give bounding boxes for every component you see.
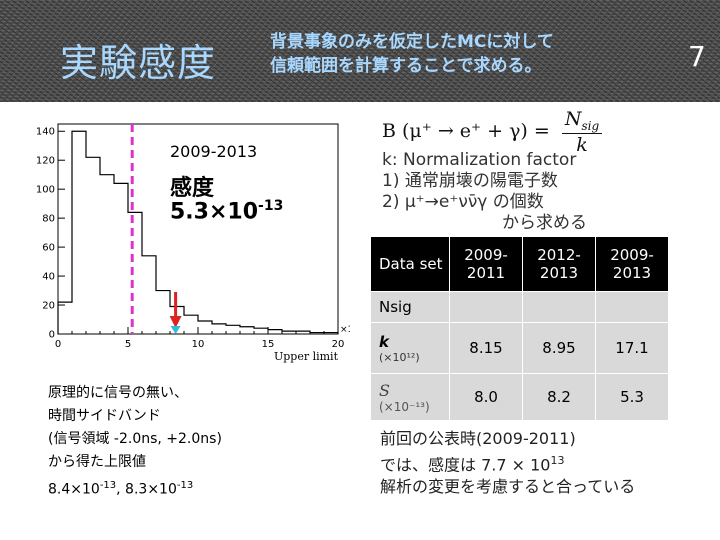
table-row-k: k (×10¹²) 8.15 8.95 17.1 [370, 322, 669, 374]
k-note-line-2: 1) 通常崩壊の陽電子数 [382, 171, 558, 191]
k-label-cell: k (×10¹²) [370, 322, 450, 374]
s-value: 8.2 [522, 373, 596, 421]
page-subtitle: 背景事象のみを仮定したMCに対して 信頼範囲を計算することで求める。 [270, 30, 554, 78]
k-unit: (×10¹²) [379, 350, 420, 364]
y-tick-label: 120 [36, 156, 55, 167]
k-value: 8.15 [449, 322, 523, 374]
header-2012-2013: 2012-2013 [522, 236, 596, 292]
subtitle-line-1: 背景事象のみを仮定したMCに対して [270, 32, 554, 52]
sideband-line-5: 8.4×10-13, 8.3×10-13 [48, 480, 194, 498]
previous-line-1: 前回の公表時(2009-2011) [380, 429, 576, 448]
nsig-label: Nsig [370, 291, 450, 323]
s-label-cell: S (×10⁻¹³) [370, 373, 450, 421]
sensitivity-exponent: -13 [258, 198, 284, 214]
histogram-series [57, 130, 339, 334]
y-tick-label: 140 [36, 127, 55, 138]
normalization-note: k: Normalization factor 1) 通常崩壊の陽電子数 2) … [382, 150, 587, 234]
sideband-arrow-head [169, 316, 182, 328]
x-tick-label: 15 [262, 339, 275, 350]
x-tick-label: 20 [332, 339, 345, 350]
k-value: 17.1 [595, 322, 669, 374]
s-value: 5.3 [595, 373, 669, 421]
previous-result-note: 前回の公表時(2009-2011) では、感度は 7.7 × 1013 解析の変… [380, 428, 635, 498]
sensitivity-value: 5.3×10-13 [170, 198, 283, 224]
formula-numerator: Nsig [561, 108, 603, 134]
y-tick-label: 100 [36, 185, 55, 196]
k-note-line-4: から求める [502, 213, 587, 233]
page-title: 実験感度 [60, 41, 217, 85]
plot-frame [57, 123, 339, 335]
previous-line-3: 解析の変更を考慮すると合っている [380, 477, 636, 497]
sideband-marker [170, 326, 181, 334]
table-header-row: Data set 2009-2011 2012-2013 2009-2013 [370, 236, 669, 292]
header-data-set: Data set [370, 236, 450, 292]
sideband-line-1: 原理的に信号の無い、 [48, 385, 188, 401]
sensitivity-label: 感度 [170, 176, 215, 201]
x-scale-label: ×10 [340, 325, 350, 335]
sideband-line-3: (信号領域 -2.0ns, +2.0ns) [48, 431, 222, 447]
branching-ratio-formula: B (μ⁺ → e⁺ + γ) = Nsig k [382, 108, 603, 156]
sideband-note: 原理的に信号の無い、 時間サイドバンド (信号領域 -2.0ns, +2.0ns… [48, 382, 222, 502]
upper-limit-histogram: 0 5 10 15 20 0 20 40 60 80 100 120 140 Upper limit ×10… [36, 123, 350, 363]
sideband-line-2: 時間サイドバンド [48, 408, 161, 424]
y-tick-label: 60 [42, 243, 55, 254]
header-2009-2011: 2009-2011 [449, 236, 523, 292]
data-period: 2009-2013 [170, 142, 258, 161]
nsig-cell [522, 291, 596, 323]
nsig-cell [449, 291, 523, 323]
s-value: 8.0 [449, 373, 523, 421]
x-tick-label: 0 [55, 339, 61, 350]
s-unit: (×10⁻¹³) [379, 399, 430, 414]
nsig-cell [595, 291, 669, 323]
formula-denominator: k [576, 133, 588, 156]
table-row-nsig: Nsig [370, 291, 669, 323]
y-tick-label: 20 [42, 301, 55, 312]
formula-lhs: B (μ⁺ → e⁺ + γ) = [382, 119, 550, 142]
k-note-line-1: k: Normalization factor [382, 150, 577, 170]
y-tick-label: 0 [49, 330, 55, 341]
k-label: k [379, 332, 389, 351]
x-axis-label: Upper limit [274, 350, 339, 363]
k-note-line-3: 2) μ⁺→e⁺νν̄γ の個数 [382, 192, 544, 212]
k-value: 8.95 [522, 322, 596, 374]
subtitle-line-2: 信頼範囲を計算することで求める。 [270, 56, 542, 76]
formula-fraction: Nsig k [561, 108, 603, 156]
sensitivity-table: Data set 2009-2011 2012-2013 2009-2013 N… [370, 236, 669, 421]
header-2009-2013: 2009-2013 [595, 236, 669, 292]
s-label: S [379, 380, 390, 400]
table-row-sensitivity: S (×10⁻¹³) 8.0 8.2 5.3 [370, 373, 669, 421]
header-banner: 実験感度 背景事象のみを仮定したMCに対して 信頼範囲を計算することで求める。 … [0, 0, 720, 102]
y-tick-label: 40 [42, 272, 55, 283]
x-tick-label: 5 [125, 339, 131, 350]
y-tick-label: 80 [42, 214, 55, 225]
page-number: 7 [688, 40, 706, 73]
sensitivity-mantissa: 5.3×10 [170, 199, 259, 225]
previous-line-2: では、感度は 7.7 × 1013 [380, 454, 565, 475]
sideband-line-4: から得た上限値 [48, 454, 146, 470]
x-tick-label: 10 [192, 339, 205, 350]
